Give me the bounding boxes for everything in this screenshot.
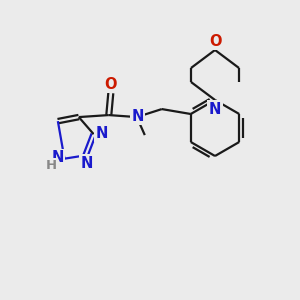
Text: O: O [209, 34, 221, 49]
Text: H: H [46, 159, 57, 172]
Text: O: O [104, 76, 117, 92]
Text: N: N [51, 150, 64, 165]
Text: N: N [132, 109, 144, 124]
Text: N: N [95, 126, 108, 141]
Text: N: N [80, 156, 93, 171]
Text: N: N [209, 101, 221, 116]
